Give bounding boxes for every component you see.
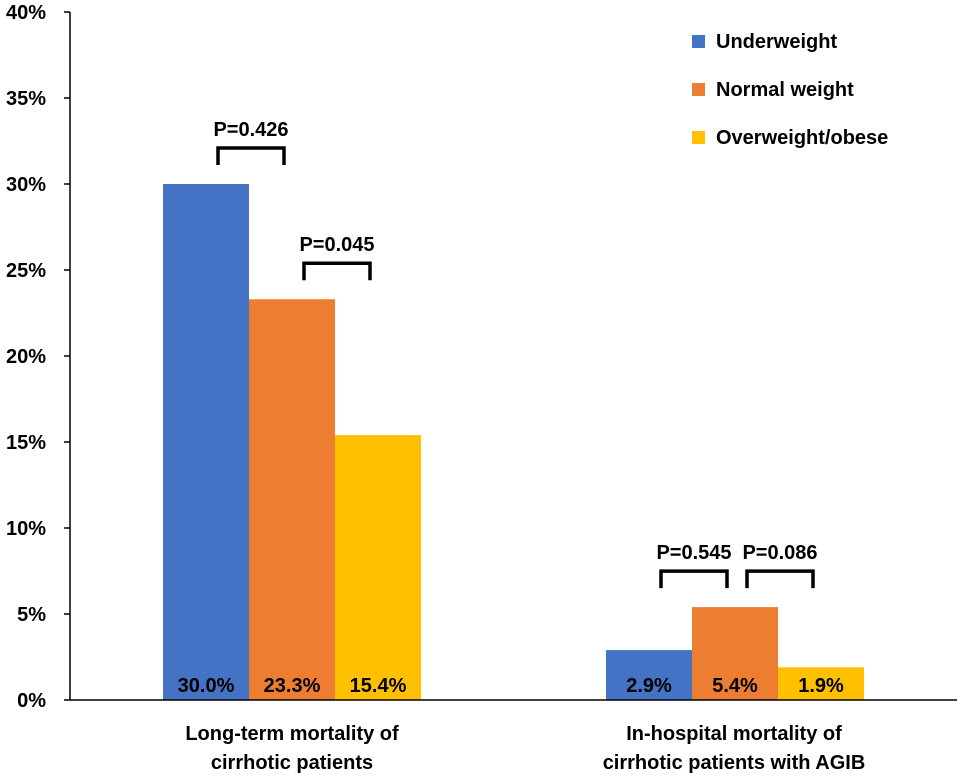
legend: Underweight Normal weight Overweight/obese [692,31,888,149]
y-tick-label: 0% [17,690,46,712]
y-axis-ticks: 0% 5% 10% 15% 20% 25% 30% 35% 40% [6,2,70,712]
legend-swatch [692,131,705,144]
p-value-bracket [745,569,815,589]
bar-value-labels: 30.0% 2.9% 23.3% 5.4% 15.4% 1.9% [178,675,844,697]
y-tick-label: 40% [6,2,46,24]
y-tick-label: 15% [6,432,46,454]
bar [249,299,335,700]
bar [163,184,249,700]
p-value-bracket [659,569,729,589]
x-category-label: In-hospital mortality of [626,723,842,745]
bar-value-label: 23.3% [264,675,321,697]
y-tick-label: 10% [6,518,46,540]
p-value-annotations: P=0.426 P=0.045 P=0.545 P=0.086 [213,119,818,589]
p-value-label: P=0.086 [742,542,817,564]
p-value-label: P=0.426 [213,119,288,141]
bar-value-label: 5.4% [712,675,758,697]
y-tick-label: 30% [6,174,46,196]
y-tick-label: 20% [6,346,46,368]
bar [606,650,692,700]
bar [335,435,421,700]
legend-label: Normal weight [716,79,854,101]
legend-swatch [692,35,705,48]
legend-swatch [692,83,705,96]
bar-value-label: 2.9% [626,675,672,697]
legend-label: Underweight [716,31,837,53]
y-tick-label: 25% [6,260,46,282]
legend-label: Overweight/obese [716,127,888,149]
bar-value-label: 15.4% [350,675,407,697]
x-axis-category-labels: Long-term mortality of cirrhotic patients… [185,723,865,774]
x-category-label: cirrhotic patients [211,752,373,774]
p-value-label: P=0.045 [299,234,374,256]
bars [163,184,864,700]
x-category-label: Long-term mortality of [185,723,399,745]
p-value-bracket [216,146,286,165]
p-value-label: P=0.545 [656,542,731,564]
bar [692,607,778,700]
bar-value-label: 1.9% [798,675,844,697]
bar-value-label: 30.0% [178,675,235,697]
p-value-bracket [302,261,372,281]
y-tick-label: 5% [17,604,46,626]
x-category-label: cirrhotic patients with AGIB [603,752,866,774]
y-tick-label: 35% [6,88,46,110]
bar [778,667,864,700]
axes [69,12,957,701]
